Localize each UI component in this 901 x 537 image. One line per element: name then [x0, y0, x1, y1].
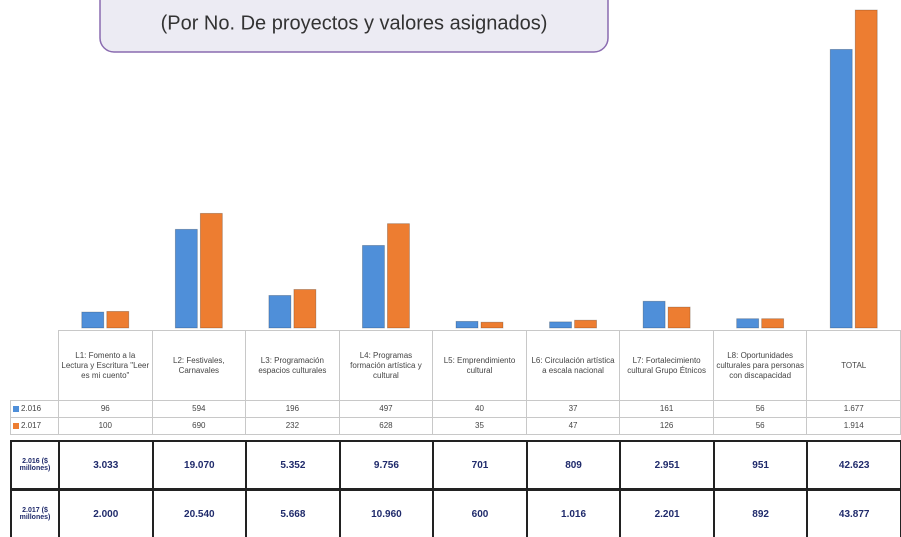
table-cell: 2.201 [619, 489, 715, 537]
category-label: L7: Fortalecimiento cultural Grupo Étnic… [619, 330, 714, 401]
bar [362, 245, 385, 329]
table-cell: 20.540 [151, 489, 248, 537]
category-label: TOTAL [806, 330, 901, 401]
table-cell: 9.756 [338, 440, 435, 490]
legend-label: 2.017 [21, 421, 42, 430]
data-label: 100 [58, 417, 153, 435]
data-label: 1.914 [806, 417, 901, 435]
bar [829, 48, 853, 329]
table-cell: 42.623 [806, 440, 901, 490]
bar [174, 228, 198, 329]
data-label: 196 [245, 400, 340, 418]
category-label: L8: Oportunidades culturales para person… [712, 330, 808, 401]
table-cell: 19.070 [151, 440, 248, 490]
data-label: 56 [712, 417, 808, 435]
data-label: 35 [432, 417, 527, 435]
bar [574, 319, 597, 329]
table-cell: 5.668 [245, 489, 341, 537]
table-cell: 701 [432, 440, 528, 490]
legend-swatch [13, 423, 19, 429]
title-box [99, 0, 609, 53]
legend-entry: 2.017 [10, 417, 59, 435]
table-cell: 10.960 [338, 489, 435, 537]
bar [761, 318, 785, 329]
data-label: 161 [619, 400, 714, 418]
category-label: L1: Fomento a la Lectura y Escritura "Le… [58, 330, 153, 401]
data-label: 40 [432, 400, 527, 418]
data-label: 594 [151, 400, 247, 418]
table-cell: 951 [712, 440, 809, 490]
category-label: L3: Programación espacios culturales [245, 330, 340, 401]
bar [387, 223, 410, 329]
bar [199, 212, 223, 329]
category-label: L6: Circulación artística a escala nacio… [525, 330, 621, 401]
data-label: 56 [712, 400, 808, 418]
bar [268, 295, 292, 329]
data-label: 1.677 [806, 400, 901, 418]
legend-entry: 2.016 [10, 400, 59, 418]
table-cell: 5.352 [245, 440, 341, 490]
row-header: 2.017 ($ millones) [10, 489, 60, 537]
bar [293, 289, 317, 329]
category-label: L4: Programas formación artística y cult… [338, 330, 434, 401]
bar [667, 306, 691, 329]
data-label: 232 [245, 417, 340, 435]
table-cell: 1.016 [525, 489, 622, 537]
bar [106, 310, 130, 329]
data-label: 96 [58, 400, 153, 418]
bar [549, 321, 572, 329]
table-cell: 43.877 [806, 489, 901, 537]
table-cell: 2.951 [619, 440, 715, 490]
table-cell: 600 [432, 489, 528, 537]
table-cell: 3.033 [58, 440, 154, 490]
data-label: 628 [338, 417, 434, 435]
bar [455, 320, 479, 329]
row-header: 2.016 ($ millones) [10, 440, 60, 490]
data-label: 690 [151, 417, 247, 435]
bar [736, 318, 760, 329]
legend-swatch [13, 406, 19, 412]
bar [642, 300, 666, 329]
data-label: 126 [619, 417, 714, 435]
bar [480, 321, 504, 329]
chart-title: (Por No. De proyectos y valores asignado… [161, 12, 548, 34]
bar [854, 9, 878, 329]
data-label: 47 [525, 417, 621, 435]
data-label: 497 [338, 400, 434, 418]
table-cell: 2.000 [58, 489, 154, 537]
legend-label: 2.016 [21, 404, 42, 413]
table-cell: 892 [712, 489, 809, 537]
bar [81, 311, 105, 329]
category-label: L2: Festivales, Carnavales [151, 330, 247, 401]
table-cell: 809 [525, 440, 622, 490]
category-label: L5: Emprendimiento cultural [432, 330, 527, 401]
data-label: 37 [525, 400, 621, 418]
